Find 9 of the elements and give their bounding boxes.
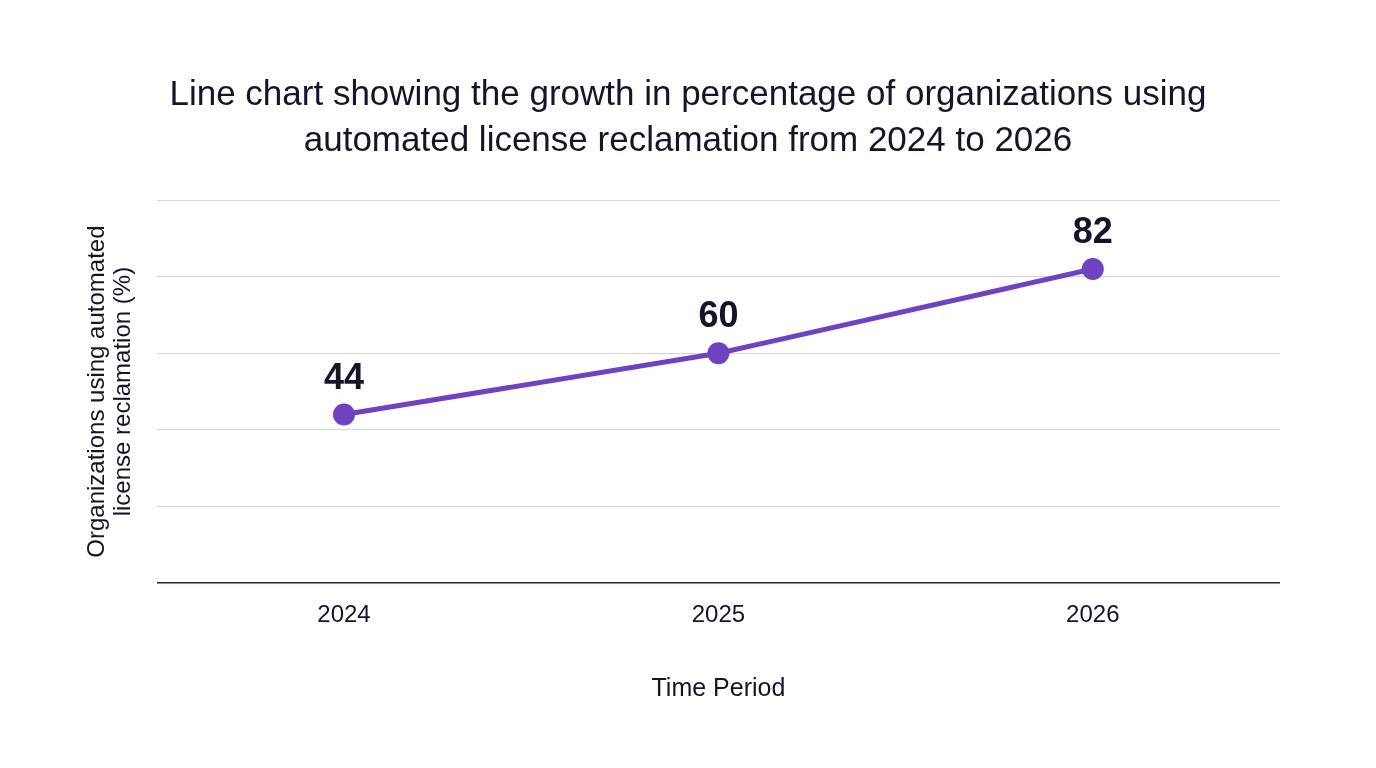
data-label: 82 [1072,209,1113,251]
x-tick-label: 2024 [317,600,371,628]
x-tick-label: 2026 [1066,600,1120,628]
x-tick-label: 2025 [691,600,746,628]
data-label: 44 [323,355,365,397]
x-axis-title: Time Period [651,672,786,701]
chart-title: Line chart showing the growth in percentage of organizations using automated license reclamation from 2024 to 2026 [168,72,1208,160]
data-label: 60 [698,294,739,336]
y-axis-title: Organizations using automated license reclamation (%) [81,225,136,558]
